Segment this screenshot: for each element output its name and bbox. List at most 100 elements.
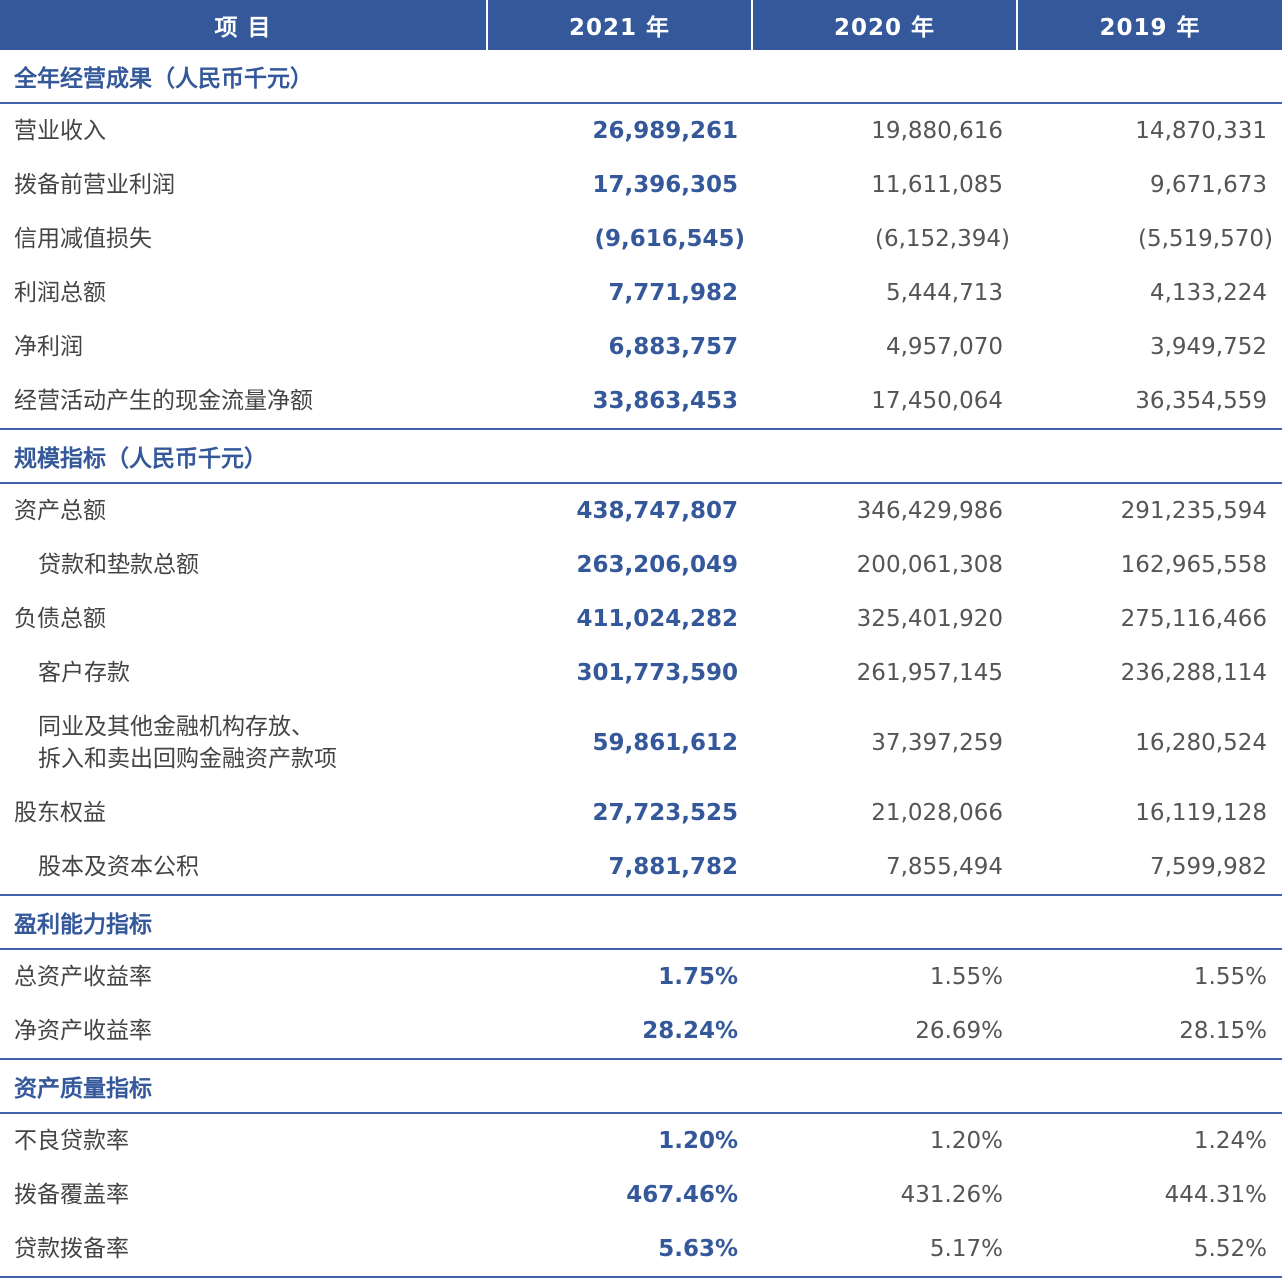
section-title-profitability: 盈利能力指标 xyxy=(0,896,1282,950)
header-2020: 2020 年 xyxy=(753,0,1018,50)
table-row: 股本及资本公积 7,881,782 7,855,494 7,599,982 xyxy=(0,840,1282,896)
value-2021: 467.46% xyxy=(626,1182,738,1208)
value-2020: (6,152,394) xyxy=(874,226,1010,252)
value-2021: 7,881,782 xyxy=(608,854,739,880)
header-2021: 2021 年 xyxy=(488,0,753,50)
value-2019: 4,133,224 xyxy=(1149,280,1267,306)
row-label: 贷款和垫款总额 xyxy=(38,552,199,578)
value-2021: 411,024,282 xyxy=(576,606,738,632)
value-2020: 37,397,259 xyxy=(871,730,1003,756)
value-2020: 5,444,713 xyxy=(885,280,1003,306)
value-2019: 444.31% xyxy=(1164,1182,1267,1208)
value-2021: 5.63% xyxy=(658,1236,738,1262)
value-2019: 1.55% xyxy=(1193,964,1267,990)
section-title-operating-results: 全年经营成果（人民币千元） xyxy=(0,50,1282,104)
value-2020: 200,061,308 xyxy=(856,552,1003,578)
value-2021: 438,747,807 xyxy=(576,498,738,524)
value-2021: 1.75% xyxy=(658,964,738,990)
value-2020: 21,028,066 xyxy=(871,800,1003,826)
value-2021: 6,883,757 xyxy=(608,334,739,360)
row-label: 总资产收益率 xyxy=(14,964,152,990)
value-2021: 17,396,305 xyxy=(592,172,738,198)
table-row: 贷款和垫款总额 263,206,049 200,061,308 162,965,… xyxy=(0,538,1282,592)
row-label: 经营活动产生的现金流量净额 xyxy=(14,388,313,414)
table-row: 净利润 6,883,757 4,957,070 3,949,752 xyxy=(0,320,1282,374)
table-row: 营业收入 26,989,261 19,880,616 14,870,331 xyxy=(0,104,1282,158)
table-row: 不良贷款率 1.20% 1.20% 1.24% xyxy=(0,1114,1282,1168)
value-2021: 33,863,453 xyxy=(592,388,738,414)
row-label: 股本及资本公积 xyxy=(38,854,199,880)
value-2021: 59,861,612 xyxy=(592,730,738,756)
value-2020: 7,855,494 xyxy=(885,854,1003,880)
row-label: 信用减值损失 xyxy=(14,226,152,252)
value-2020: 11,611,085 xyxy=(871,172,1003,198)
row-label: 股东权益 xyxy=(14,800,106,826)
value-2021: 28.24% xyxy=(642,1018,738,1044)
table-row: 负债总额 411,024,282 325,401,920 275,116,466 xyxy=(0,592,1282,646)
value-2021: 1.20% xyxy=(658,1128,738,1154)
row-label: 同业及其他金融机构存放、 拆入和卖出回购金融资产款项 xyxy=(0,711,488,775)
value-2019: 236,288,114 xyxy=(1120,660,1267,686)
table-row: 拨备前营业利润 17,396,305 11,611,085 9,671,673 xyxy=(0,158,1282,212)
value-2019: 28.15% xyxy=(1179,1018,1267,1044)
row-label: 贷款拨备率 xyxy=(14,1236,129,1262)
value-2019: 162,965,558 xyxy=(1120,552,1267,578)
value-2020: 26.69% xyxy=(915,1018,1003,1044)
value-2020: 325,401,920 xyxy=(856,606,1003,632)
table-row: 利润总额 7,771,982 5,444,713 4,133,224 xyxy=(0,266,1282,320)
row-label: 利润总额 xyxy=(14,280,106,306)
row-label: 营业收入 xyxy=(14,118,106,144)
section-title-asset-quality: 资产质量指标 xyxy=(0,1060,1282,1114)
value-2019: 7,599,982 xyxy=(1149,854,1267,880)
row-label: 净资产收益率 xyxy=(14,1018,152,1044)
value-2021: 263,206,049 xyxy=(576,552,738,578)
row-label: 负债总额 xyxy=(14,606,106,632)
table-row: 拨备覆盖率 467.46% 431.26% 444.31% xyxy=(0,1168,1282,1222)
value-2020: 1.20% xyxy=(929,1128,1003,1154)
value-2019: 291,235,594 xyxy=(1120,498,1267,524)
table-header: 项 目 2021 年 2020 年 2019 年 xyxy=(0,0,1282,50)
row-label: 资产总额 xyxy=(14,498,106,524)
row-label: 客户存款 xyxy=(38,660,130,686)
header-2019: 2019 年 xyxy=(1099,15,1201,41)
value-2019: 16,119,128 xyxy=(1135,800,1267,826)
value-2019: 3,949,752 xyxy=(1149,334,1267,360)
header-item: 项 目 xyxy=(0,0,488,50)
table-row: 经营活动产生的现金流量净额 33,863,453 17,450,064 36,3… xyxy=(0,374,1282,430)
value-2020: 1.55% xyxy=(929,964,1003,990)
value-2019: 36,354,559 xyxy=(1135,388,1267,414)
table-row: 净资产收益率 28.24% 26.69% 28.15% xyxy=(0,1004,1282,1060)
value-2020: 346,429,986 xyxy=(856,498,1003,524)
value-2020: 5.17% xyxy=(929,1236,1003,1262)
value-2020: 4,957,070 xyxy=(885,334,1003,360)
value-2020: 19,880,616 xyxy=(871,118,1003,144)
value-2019: 275,116,466 xyxy=(1120,606,1267,632)
value-2019: 9,671,673 xyxy=(1149,172,1267,198)
table-row: 客户存款 301,773,590 261,957,145 236,288,114 xyxy=(0,646,1282,700)
value-2019: (5,519,570) xyxy=(1137,226,1273,252)
value-2020: 17,450,064 xyxy=(871,388,1003,414)
row-label: 拨备前营业利润 xyxy=(14,172,175,198)
value-2021: (9,616,545) xyxy=(594,226,745,252)
value-2021: 27,723,525 xyxy=(592,800,738,826)
row-label: 不良贷款率 xyxy=(14,1128,129,1154)
value-2019: 5.52% xyxy=(1193,1236,1267,1262)
table-row: 同业及其他金融机构存放、 拆入和卖出回购金融资产款项 59,861,612 37… xyxy=(0,700,1282,786)
row-label: 净利润 xyxy=(14,334,83,360)
value-2020: 261,957,145 xyxy=(856,660,1003,686)
row-label-line: 拆入和卖出回购金融资产款项 xyxy=(38,746,337,772)
table-row: 贷款拨备率 5.63% 5.17% 5.52% xyxy=(0,1222,1282,1278)
value-2021: 26,989,261 xyxy=(592,118,738,144)
value-2021: 301,773,590 xyxy=(576,660,738,686)
value-2021: 7,771,982 xyxy=(608,280,739,306)
row-label-line: 同业及其他金融机构存放、 xyxy=(38,714,314,740)
value-2019: 16,280,524 xyxy=(1135,730,1267,756)
table-row: 股东权益 27,723,525 21,028,066 16,119,128 xyxy=(0,786,1282,840)
row-label: 拨备覆盖率 xyxy=(14,1182,129,1208)
table-row: 总资产收益率 1.75% 1.55% 1.55% xyxy=(0,950,1282,1004)
table-row: 资产总额 438,747,807 346,429,986 291,235,594 xyxy=(0,484,1282,538)
table-row: 信用减值损失 (9,616,545) (6,152,394) (5,519,57… xyxy=(0,212,1282,266)
section-title-scale-indicators: 规模指标（人民币千元） xyxy=(0,430,1282,484)
value-2020: 431.26% xyxy=(900,1182,1003,1208)
